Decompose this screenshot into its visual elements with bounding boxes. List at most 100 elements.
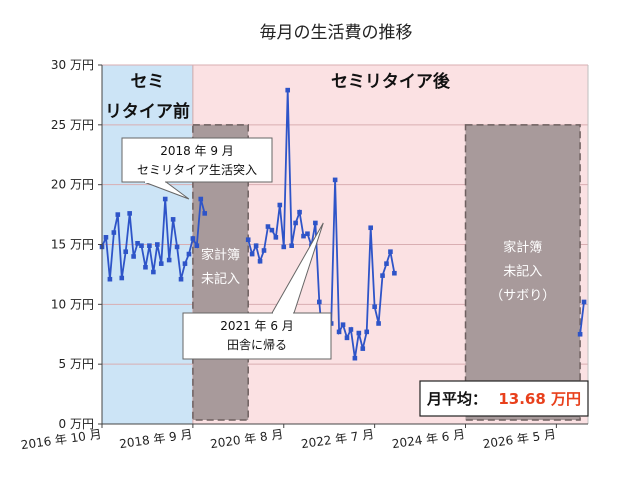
region-label: セミリタイア後 [331,71,451,92]
data-point [151,269,156,275]
data-point [261,248,267,253]
region-label: リタイア前 [105,101,190,122]
data-point [123,249,129,254]
data-point [155,242,160,247]
callout-text: 2021 年 6 月 [220,319,294,333]
y-tick-label: 20 万円 [51,178,94,192]
data-point [131,254,136,259]
axes [98,64,588,428]
data-point [348,327,354,332]
data-point [340,322,346,327]
data-point [388,249,393,254]
data-point [147,243,152,248]
data-point [111,230,117,235]
data-point [127,211,132,216]
data-point [368,225,373,231]
data-point [332,177,338,183]
data-point [107,276,113,282]
data-point [170,217,176,222]
data-point [162,196,168,202]
data-point [257,258,263,264]
data-point [178,276,184,282]
missing-block-label: （サボり） [490,289,555,304]
data-point [158,261,164,266]
chart-title: 毎月の生活費の推移 [260,23,413,43]
data-point [139,243,144,248]
average-label: 月平均： [426,390,487,408]
data-point [352,355,358,361]
callout-text: 田舎に帰る [227,338,287,352]
data-point [577,331,583,337]
average-box [419,380,589,417]
data-point [202,211,208,216]
x-tick-label: 2020 年 8 月 [209,427,284,451]
data-point [277,202,283,208]
data-point [143,264,148,270]
y-tick-label: 0 万円 [59,417,94,431]
callout-box [121,137,273,183]
missing-block-label: 家計簿 [201,247,240,263]
data-point [135,241,140,246]
data-point [182,261,188,266]
data-point [344,335,350,341]
data-point [305,231,310,237]
series-line-segment [579,301,585,335]
missing-block-label: 未記入 [201,271,240,287]
missing-block [464,124,581,421]
y-tick-label: 5 万円 [59,357,94,371]
region-label: セミ [130,72,164,92]
data-point [103,235,109,240]
data-point [376,321,381,326]
data-point [392,270,397,276]
y-tick-label: 30 万円 [51,58,94,72]
data-point [186,251,192,257]
data-point [356,330,362,336]
data-point [265,224,271,229]
data-point [293,220,298,226]
data-point [372,304,377,310]
monthly-average-box: 月平均： 13.68 万円 [419,380,589,417]
data-point [301,233,306,239]
data-point [253,243,259,248]
data-point [384,261,389,266]
x-tick-label: 2018 年 9 月 [118,427,193,451]
data-point [273,235,279,240]
x-tick-label: 2022 年 7 月 [300,427,375,451]
data-point [581,299,587,305]
data-point [380,273,385,278]
missing-block-label: 家計簿 [503,240,542,256]
average-value: 13.68 万円 [498,390,581,408]
callout-box [182,312,332,360]
data-point [198,196,204,202]
data-point [174,244,180,250]
data-point [115,212,121,217]
data-point [313,220,318,226]
data-point [194,243,200,248]
data-point [281,244,287,250]
y-tick-label: 25 万円 [51,118,94,132]
data-point [166,257,172,263]
x-tick-label: 2024 年 6 月 [391,427,466,451]
callout-text: セミリタイア生活突入 [137,162,257,177]
x-tick-label: 2026 年 5 月 [482,427,557,451]
callout-text: 2018 年 9 月 [160,144,234,158]
data-point [297,209,302,215]
data-point [249,251,255,257]
missing-record-blocks [192,124,581,421]
data-point [190,236,196,241]
data-point [285,87,291,93]
data-point [289,243,294,248]
missing-block-label: 未記入 [503,264,542,280]
data-point [317,299,322,305]
data-point [360,346,366,351]
data-point [119,275,125,281]
data-point [245,237,251,243]
y-tick-label: 15 万円 [51,238,94,252]
y-tick-label: 10 万円 [51,297,94,311]
data-point [364,329,370,335]
data-point [336,329,342,335]
